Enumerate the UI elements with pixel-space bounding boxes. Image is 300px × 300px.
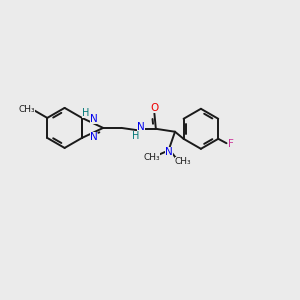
- Text: CH₃: CH₃: [19, 105, 35, 114]
- Text: N: N: [137, 122, 145, 132]
- Text: N: N: [90, 132, 97, 142]
- Text: CH₃: CH₃: [175, 157, 191, 166]
- Text: F: F: [228, 139, 234, 149]
- Text: H: H: [132, 131, 139, 141]
- Text: H: H: [82, 109, 90, 118]
- Text: N: N: [165, 147, 173, 157]
- Text: O: O: [150, 103, 158, 113]
- Text: N: N: [90, 114, 97, 124]
- Text: CH₃: CH₃: [144, 153, 160, 162]
